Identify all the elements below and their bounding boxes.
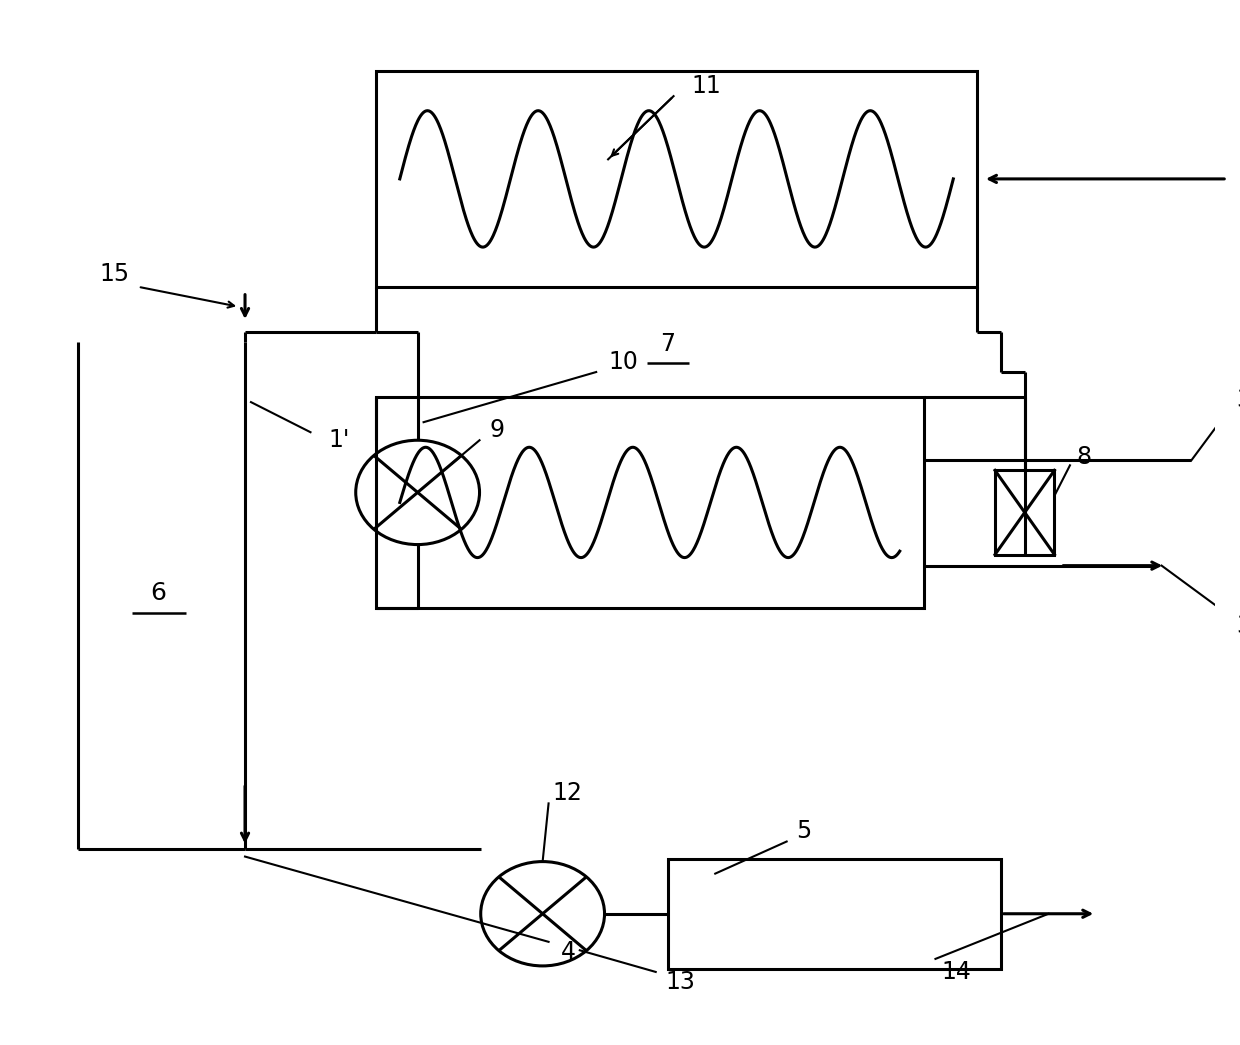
Text: 10: 10 (608, 350, 637, 374)
Text: 4: 4 (560, 939, 575, 963)
Text: 1': 1' (329, 428, 350, 452)
Text: 12: 12 (552, 782, 582, 806)
Bar (667, 859, 1001, 969)
Text: 15: 15 (99, 261, 129, 285)
Text: 7: 7 (660, 332, 675, 356)
Text: 8: 8 (1076, 445, 1091, 469)
Text: 6: 6 (150, 581, 166, 605)
Text: 14: 14 (941, 960, 971, 984)
Text: 3: 3 (1236, 388, 1240, 412)
Bar (376, 71, 977, 286)
Text: 13: 13 (665, 970, 696, 994)
Text: 3': 3' (1236, 613, 1240, 637)
Bar (994, 470, 1054, 555)
Text: 9: 9 (489, 418, 503, 442)
Text: 5: 5 (796, 819, 811, 843)
Text: 11: 11 (692, 74, 722, 98)
Bar (376, 397, 924, 608)
